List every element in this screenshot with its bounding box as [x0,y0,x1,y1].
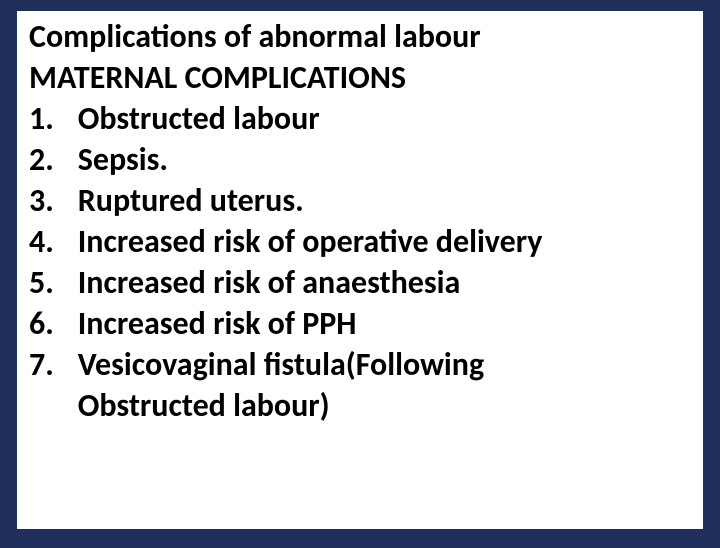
list-text: Ruptured uterus. [78,181,543,222]
list-num: 3. [29,181,78,222]
list-text: Increased risk of anaesthesia [78,263,543,304]
list-num: 1. [29,99,78,140]
list-item: 6. Increased risk of PPH [29,304,542,345]
list-num: 7. [29,345,78,427]
list: 1. Obstructed labour 2. Sepsis. 3. Ruptu… [29,99,542,427]
list-num: 4. [29,222,78,263]
slide: Complications of abnormal labour MATERNA… [0,8,720,548]
list-num: 2. [29,140,78,181]
list-text: Increased risk of operative delivery [78,222,543,263]
content-panel: Complications of abnormal labour MATERNA… [14,8,706,532]
list-num: 5. [29,263,78,304]
title: Complications of abnormal labour [29,17,691,58]
list-item: 7. Vesicovaginal fistula(Following Obstr… [29,345,542,427]
list-text: Vesicovaginal fistula(Following Obstruct… [78,345,543,427]
list-text-line2: Obstructed labour) [78,386,543,427]
list-text: Increased risk of PPH [78,304,543,345]
list-text: Obstructed labour [78,99,543,140]
list-item: 1. Obstructed labour [29,99,542,140]
list-text-line1: Vesicovaginal fistula(Following [78,345,484,384]
list-item: 2. Sepsis. [29,140,542,181]
subtitle: MATERNAL COMPLICATIONS [29,58,691,99]
list-item: 5. Increased risk of anaesthesia [29,263,542,304]
list-item: 4. Increased risk of operative delivery [29,222,542,263]
list-text: Sepsis. [78,140,543,181]
list-num: 6. [29,304,78,345]
list-item: 3. Ruptured uterus. [29,181,542,222]
